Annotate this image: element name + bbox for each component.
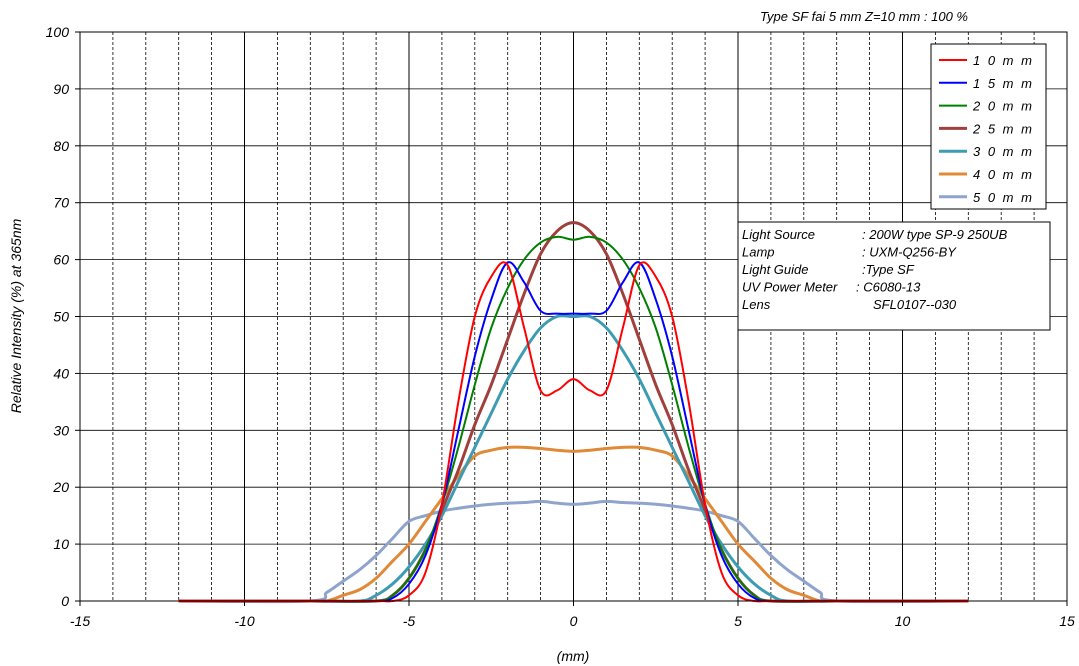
legend-label: 1 0 m m: [973, 53, 1034, 68]
y-axis-ticks: 0 10 20 30 40 50 60 70 80 90 100: [46, 24, 80, 609]
x-axis-ticks: -15 -10 -5 0 5 10 15: [70, 601, 1075, 629]
info-value: :Type SF: [862, 262, 915, 277]
x-tick-label: 15: [1059, 613, 1075, 629]
y-tick-label: 100: [46, 24, 70, 40]
series-group: [178, 221, 969, 604]
y-tick-label: 40: [53, 365, 69, 381]
info-label: Light Guide: [742, 262, 809, 277]
x-axis-label: (mm): [557, 648, 590, 664]
legend-label: 1 5 m m: [973, 76, 1034, 91]
x-tick-label: 5: [734, 613, 742, 629]
legend-label: 4 0 m m: [973, 167, 1034, 182]
y-tick-label: 60: [53, 252, 69, 268]
info-value: : C6080-13: [856, 280, 921, 295]
series-line: [178, 261, 969, 603]
y-tick-label: 50: [53, 309, 69, 325]
info-value: SFL0107--030: [873, 297, 957, 312]
x-tick-label: -10: [234, 613, 254, 629]
legend-label: 2 0 m m: [972, 99, 1034, 114]
y-tick-label: 0: [61, 593, 69, 609]
series-line: [178, 314, 969, 603]
x-tick-label: -5: [403, 613, 416, 629]
y-axis-label: Relative Intensity (%) at 365nm: [8, 218, 24, 413]
y-tick-label: 20: [52, 479, 69, 495]
series-line: [178, 445, 969, 603]
x-tick-label: 0: [570, 613, 578, 629]
legend-label: 3 0 m m: [973, 144, 1034, 159]
info-value: : 200W type SP-9 250UB: [862, 227, 1008, 242]
y-tick-label: 90: [53, 81, 69, 97]
info-box-frame: [737, 221, 1051, 331]
series-line: [178, 235, 969, 603]
legend-label: 5 0 m m: [973, 190, 1034, 205]
y-tick-label: 80: [53, 138, 69, 154]
info-value: : UXM-Q256-BY: [862, 245, 957, 260]
x-tick-label: 10: [895, 613, 911, 629]
y-tick-label: 70: [53, 195, 69, 211]
x-tick-label: -15: [70, 613, 90, 629]
legend: 1 0 m m 1 5 m m 2 0 m m 2 5 m m 3 0 m m 4 0 m…: [930, 43, 1047, 210]
series-line: [178, 499, 969, 604]
info-label: Lens: [742, 297, 771, 312]
info-label: Lamp: [742, 245, 775, 260]
legend-label: 2 5 m m: [972, 121, 1034, 136]
legend-box: [930, 43, 1047, 210]
chart-title: Type SF fai 5 mm Z=10 mm : 100 %: [760, 9, 968, 24]
series-line: [178, 261, 969, 603]
y-tick-label: 10: [53, 536, 69, 552]
y-tick-label: 30: [53, 422, 69, 438]
info-box: Light Source : 200W type SP-9 250UB Lamp : …: [737, 221, 1051, 331]
info-label: UV Power Meter: [742, 280, 838, 295]
info-label: Light Source: [742, 227, 815, 242]
